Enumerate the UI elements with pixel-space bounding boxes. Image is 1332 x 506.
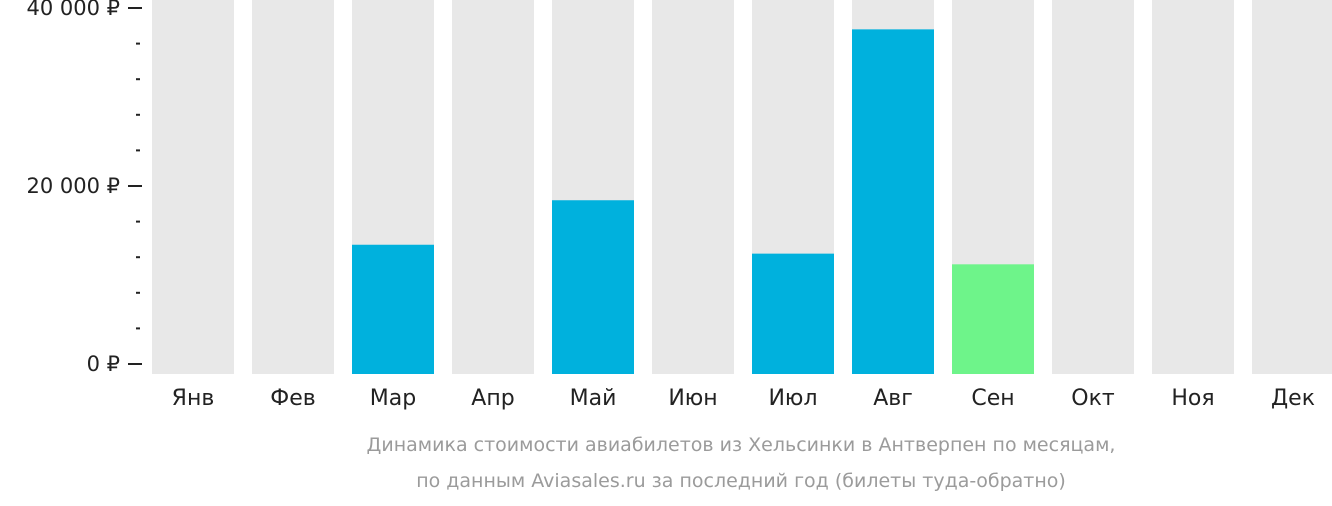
x-tick-label: Авг bbox=[873, 386, 913, 411]
y-axis: 0 ₽ 20 000 ₽ 40 000 ₽ bbox=[26, 0, 142, 376]
x-tick-label: Апр bbox=[471, 386, 514, 411]
background-column bbox=[252, 0, 334, 374]
y-tick-label: 40 000 ₽ bbox=[26, 0, 120, 20]
background-column bbox=[1052, 0, 1134, 374]
x-tick-label: Мар bbox=[370, 386, 416, 411]
caption-line-2: по данным Aviasales.ru за последний год … bbox=[416, 470, 1066, 492]
x-tick-label: Ноя bbox=[1171, 386, 1214, 411]
y-tick-label: 20 000 ₽ bbox=[26, 174, 120, 198]
background-column bbox=[452, 0, 534, 374]
x-tick-label: Июл bbox=[768, 386, 817, 411]
bar bbox=[552, 200, 634, 374]
bars bbox=[352, 29, 1034, 375]
x-tick-label: Май bbox=[570, 386, 617, 411]
y-tick-label: 0 ₽ bbox=[87, 352, 120, 376]
x-tick-label: Дек bbox=[1271, 386, 1315, 411]
x-tick-label: Окт bbox=[1071, 386, 1115, 411]
background-column bbox=[152, 0, 234, 374]
bar bbox=[752, 253, 834, 374]
caption-line-1: Динамика стоимости авиабилетов из Хельси… bbox=[367, 434, 1116, 456]
bar-highlight bbox=[952, 264, 1034, 374]
background-columns bbox=[152, 0, 1332, 374]
chart-caption: Динамика стоимости авиабилетов из Хельси… bbox=[367, 434, 1116, 492]
x-tick-label: Июн bbox=[668, 386, 717, 411]
background-column bbox=[1152, 0, 1234, 374]
bar bbox=[352, 244, 434, 374]
background-column bbox=[1252, 0, 1332, 374]
x-axis-labels: Янв Фев Мар Апр Май Июн Июл Авг Сен Окт Ноя Дек bbox=[172, 386, 1315, 411]
x-tick-label: Фев bbox=[270, 386, 315, 411]
bar bbox=[852, 29, 934, 375]
x-tick-label: Янв bbox=[172, 386, 215, 411]
x-tick-label: Сен bbox=[971, 386, 1014, 411]
background-column bbox=[652, 0, 734, 374]
